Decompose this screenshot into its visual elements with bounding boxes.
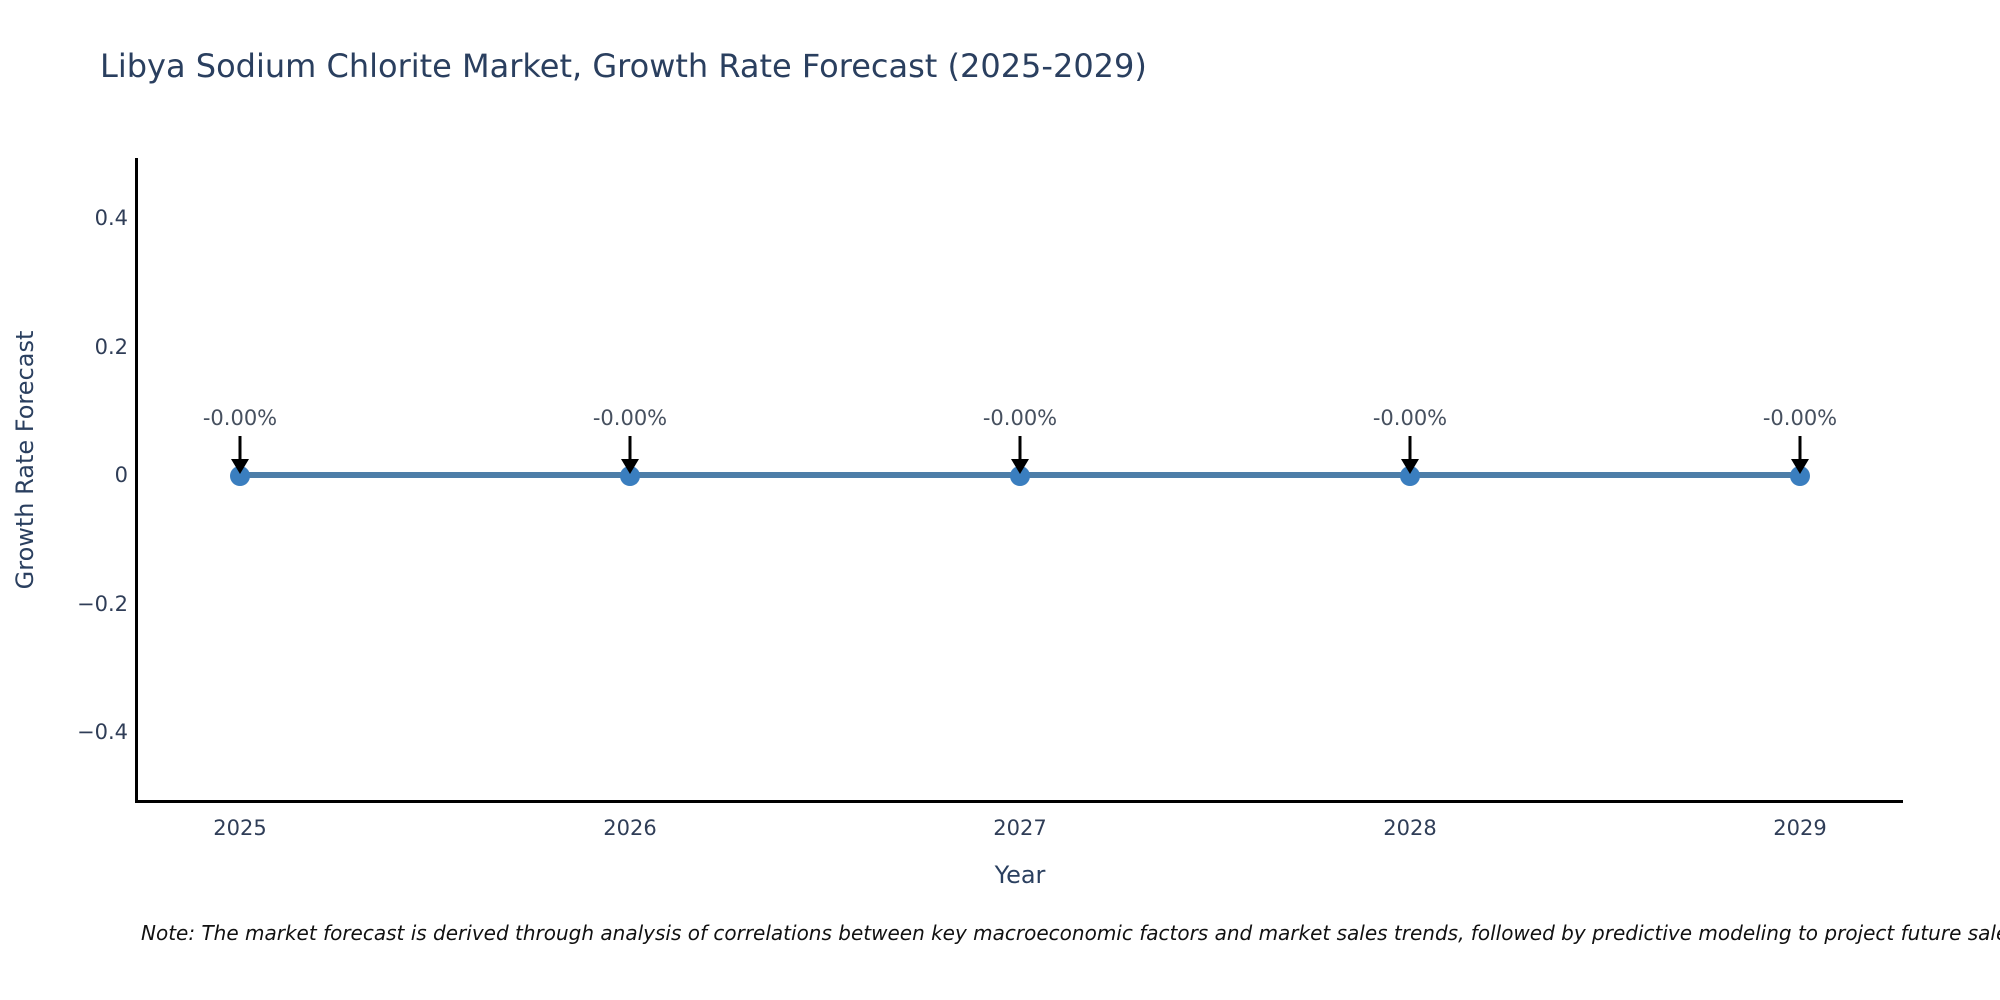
- annotation-label: -0.00%: [202, 406, 278, 430]
- y-tick-label: −0.2: [77, 591, 128, 616]
- chart-note: Note: The market forecast is derived thr…: [141, 921, 2000, 945]
- annotation-arrow-shaft: [1408, 436, 1412, 461]
- x-tick-label: 2027: [993, 816, 1047, 840]
- y-axis-line: [135, 158, 138, 803]
- x-tick-label: 2026: [603, 816, 657, 840]
- x-tick-label: 2025: [213, 816, 267, 840]
- annotation-label: -0.00%: [1372, 406, 1448, 430]
- annotation-arrow-head-icon: [621, 459, 639, 474]
- annotation-arrow-shaft: [238, 436, 242, 461]
- y-tick-label: 0: [114, 463, 128, 487]
- annotation-label: -0.00%: [982, 406, 1058, 430]
- y-tick-label: 0.2: [94, 334, 128, 359]
- annotation-label: -0.00%: [592, 406, 668, 430]
- annotation-arrow-head-icon: [1011, 459, 1029, 474]
- annotation-arrow-shaft: [628, 436, 632, 461]
- chart-title: Libya Sodium Chlorite Market, Growth Rat…: [100, 47, 1147, 85]
- x-axis-title: Year: [994, 861, 1046, 889]
- annotation-arrow-head-icon: [231, 459, 249, 474]
- y-axis-title: Growth Rate Forecast: [11, 330, 39, 590]
- annotation-arrow-shaft: [1018, 436, 1022, 461]
- x-tick-label: 2029: [1773, 816, 1827, 840]
- y-tick-label: −0.4: [77, 720, 128, 744]
- annotation-arrow-shaft: [1798, 436, 1802, 461]
- y-tick-label: 0.4: [94, 206, 128, 230]
- annotation-arrow-head-icon: [1401, 459, 1419, 474]
- x-tick-label: 2028: [1383, 816, 1437, 840]
- annotation-label: -0.00%: [1762, 406, 1838, 430]
- x-axis-line: [135, 800, 1903, 803]
- annotation-arrow-head-icon: [1791, 459, 1809, 474]
